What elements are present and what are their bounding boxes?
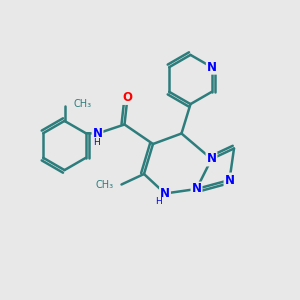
Text: N: N bbox=[207, 61, 217, 74]
Text: O: O bbox=[122, 91, 133, 104]
Text: N: N bbox=[92, 127, 103, 140]
Text: N: N bbox=[160, 187, 170, 200]
Text: N: N bbox=[191, 182, 202, 196]
Text: N: N bbox=[206, 152, 217, 166]
Text: H: H bbox=[93, 138, 99, 147]
Text: N: N bbox=[224, 173, 235, 187]
Text: CH₃: CH₃ bbox=[96, 179, 114, 190]
Text: CH₃: CH₃ bbox=[74, 99, 92, 110]
Text: H: H bbox=[155, 197, 162, 206]
